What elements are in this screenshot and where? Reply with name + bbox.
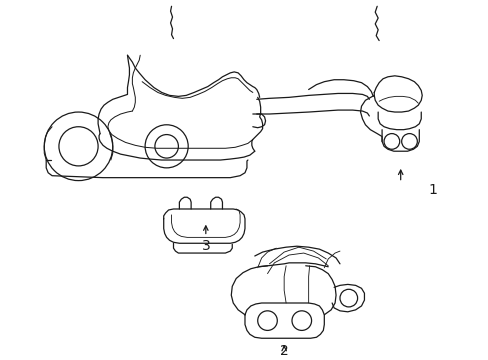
Text: 2: 2 bbox=[279, 344, 288, 358]
Text: 1: 1 bbox=[427, 183, 437, 197]
Text: 3: 3 bbox=[201, 239, 210, 253]
